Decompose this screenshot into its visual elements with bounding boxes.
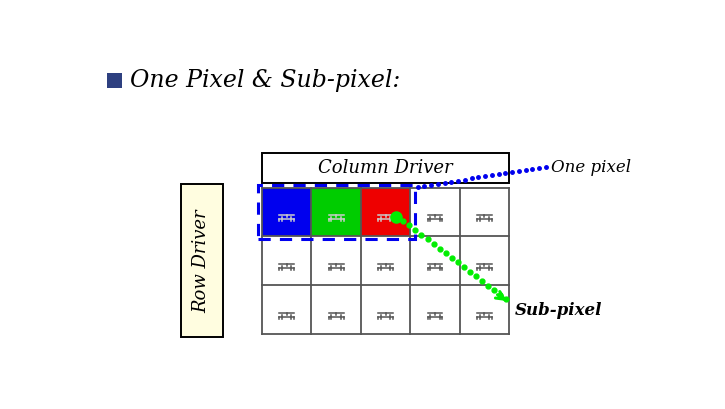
Bar	[181, 184, 223, 337]
Bar	[262, 153, 509, 183]
Bar	[257, 185, 415, 239]
Text: One pixel: One pixel	[551, 159, 631, 176]
Bar	[361, 188, 410, 236]
Bar	[262, 188, 312, 236]
Text: Row Driver: Row Driver	[193, 209, 210, 313]
Text: Sub-pixel: Sub-pixel	[515, 302, 602, 319]
Text: Column Driver: Column Driver	[318, 159, 453, 177]
Bar	[107, 73, 122, 88]
Bar	[312, 188, 361, 236]
Text: One Pixel & Sub-pixel:: One Pixel & Sub-pixel:	[130, 69, 400, 92]
